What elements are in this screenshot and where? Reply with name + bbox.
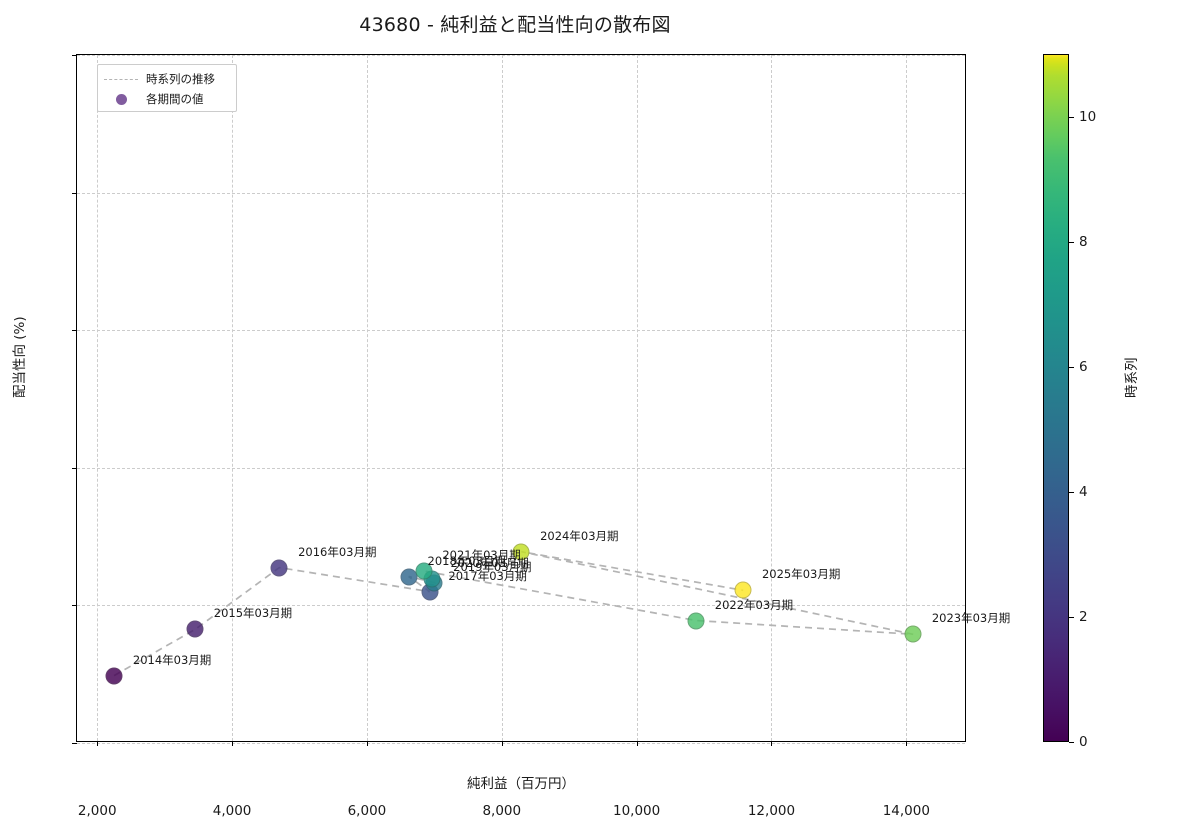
data-point-label: 2015年03月期 [213, 606, 293, 621]
colorbar-tick-label: 10 [1079, 108, 1097, 125]
x-tick-label: 12,000 [747, 803, 796, 819]
data-point-label: 2016年03月期 [298, 544, 377, 559]
y-tick-mark [72, 330, 77, 332]
data-point-label: 2014年03月期 [132, 652, 212, 667]
data-point[interactable] [415, 562, 433, 580]
data-point[interactable] [270, 559, 288, 577]
x-tick-mark [636, 741, 638, 746]
gridline-horizontal [77, 330, 965, 332]
gridline-horizontal [77, 467, 965, 469]
x-tick-mark [232, 741, 234, 746]
data-point-label: 2025年03月期 [761, 567, 841, 582]
data-point-label: 2024年03月期 [540, 528, 619, 543]
y-tick-mark [72, 743, 77, 744]
x-axis-label: 純利益（百万円） [467, 776, 575, 792]
x-tick-mark [366, 741, 368, 746]
colorbar-tick-label: 4 [1079, 483, 1088, 500]
colorbar-tick-mark [1069, 616, 1074, 618]
x-tick-label: 4,000 [212, 803, 252, 819]
y-tick-mark [72, 467, 77, 469]
colorbar-tick-mark [1069, 491, 1074, 493]
trend-line [113, 550, 914, 677]
data-point-label: 2022年03月期 [714, 597, 794, 612]
gridline-vertical [97, 55, 99, 741]
x-tick-label: 14,000 [882, 803, 930, 819]
x-tick-mark [97, 741, 99, 746]
gridline-horizontal [77, 605, 965, 607]
legend: 時系列の推移 各期間の値 [97, 64, 237, 112]
gridline-horizontal [77, 743, 965, 744]
gridline-vertical [771, 55, 773, 741]
x-tick-mark [771, 741, 773, 746]
colorbar [1043, 54, 1069, 742]
x-tick-label: 8,000 [482, 803, 522, 819]
circle-marker-icon [104, 93, 138, 105]
y-tick-mark [72, 192, 77, 194]
page-title: 43680 - 純利益と配当性向の散布図 [359, 14, 671, 36]
data-point[interactable] [687, 612, 705, 630]
colorbar-tick-label: 0 [1079, 734, 1088, 750]
colorbar-label: 時系列 [1124, 357, 1140, 399]
data-point-label: 2023年03月期 [931, 611, 1011, 626]
y-tick-mark [72, 605, 77, 607]
colorbar-tick-label: 8 [1079, 233, 1088, 250]
gridline-vertical [232, 55, 234, 741]
gridline-horizontal [77, 55, 965, 56]
gridline-horizontal [77, 192, 965, 194]
y-axis-label: 配当性向 (%) [12, 316, 28, 398]
data-point-label: 2017年03月期 [448, 568, 527, 583]
trend-line-path [113, 550, 914, 677]
gridline-vertical [501, 55, 503, 741]
colorbar-tick-label: 2 [1079, 608, 1088, 625]
gridline-vertical [906, 55, 908, 741]
colorbar-tick-mark [1069, 241, 1074, 243]
data-point[interactable] [186, 620, 204, 638]
dashed-line-icon [104, 78, 138, 80]
gridline-vertical [636, 55, 638, 741]
colorbar-tick-mark [1069, 366, 1074, 368]
x-tick-label: 6,000 [347, 803, 387, 819]
scatter-plot-figure: 43680 - 純利益と配当性向の散布図 配当性向 (%) 純利益（百万円） 2… [12, 14, 1140, 819]
x-tick-label: 10,000 [612, 803, 661, 819]
colorbar-tick-label: 6 [1079, 358, 1088, 375]
data-point-label: 2021年03月期 [442, 548, 521, 562]
data-point[interactable] [904, 625, 922, 643]
gridline-vertical [366, 55, 368, 741]
data-point-label: 2018年03月期 [427, 553, 506, 568]
data-point-label: 2019年03月期 [453, 559, 532, 574]
data-point[interactable] [734, 581, 752, 599]
legend-item-points: 各期間の値 [104, 89, 230, 109]
colorbar-tick-mark [1069, 742, 1074, 743]
data-point[interactable] [512, 543, 530, 561]
colorbar-tick-mark [1069, 116, 1074, 118]
plot-area: 2014年03月期 2015年03月期 2016年03月期 2017年03月期 2018… [72, 54, 1010, 819]
y-tick-mark [72, 55, 77, 56]
data-point[interactable] [105, 667, 123, 685]
x-tick-mark [906, 741, 908, 746]
data-point-label: 2020年03月期 [450, 556, 529, 571]
legend-item-trend: 時系列の推移 [104, 69, 230, 89]
legend-item-label: 各期間の値 [146, 92, 204, 106]
legend-item-label: 時系列の推移 [146, 72, 215, 86]
x-tick-label: 2,000 [77, 803, 117, 819]
x-tick-mark [501, 741, 503, 746]
